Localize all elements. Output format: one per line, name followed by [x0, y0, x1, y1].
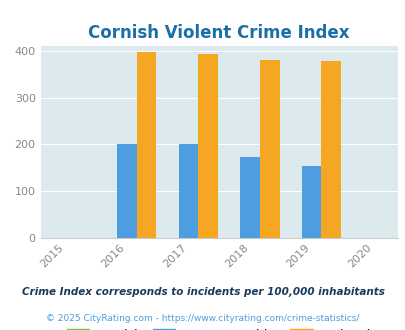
Legend: Cornish, New Hampshire, National: Cornish, New Hampshire, National: [62, 324, 375, 330]
Bar: [240, 157, 259, 238]
Text: Crime Index corresponds to incidents per 100,000 inhabitants: Crime Index corresponds to incidents per…: [21, 287, 384, 297]
Bar: [117, 144, 136, 238]
Text: © 2025 CityRating.com - https://www.cityrating.com/crime-statistics/: © 2025 CityRating.com - https://www.city…: [46, 314, 359, 323]
Bar: [301, 166, 321, 238]
Bar: [178, 144, 198, 238]
Bar: [259, 60, 279, 238]
Bar: [321, 61, 340, 238]
Bar: [136, 52, 156, 238]
Bar: [198, 54, 217, 238]
Title: Cornish Violent Crime Index: Cornish Violent Crime Index: [88, 24, 349, 42]
